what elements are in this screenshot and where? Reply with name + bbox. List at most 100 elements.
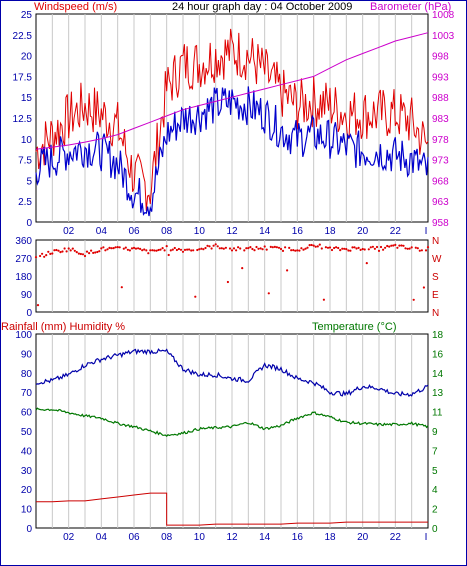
temperature-axis-tick-label: 11 xyxy=(432,408,443,419)
barometer-axis-tick-label: 963 xyxy=(432,197,449,208)
temperature-axis-tick-label: 4 xyxy=(432,485,438,496)
wind-direction-point xyxy=(328,246,332,249)
windspeed-axis-tick-label: 20 xyxy=(21,52,33,63)
wind-time-axis-tick-label: 06 xyxy=(128,226,140,237)
wind-direction-point xyxy=(106,248,109,251)
wind-direction-point xyxy=(210,247,213,250)
humidity-time-axis-tick-label: 02 xyxy=(63,532,75,543)
wind-direction-point xyxy=(41,252,44,255)
humidity-axis-tick-label: 100 xyxy=(15,330,32,341)
wind-direction-point xyxy=(396,246,399,249)
wind-direction-point xyxy=(392,244,395,247)
wind-direction-point xyxy=(349,249,352,252)
wind-direction-point xyxy=(220,247,223,250)
wind-direction-point xyxy=(55,248,58,252)
wind-direction-point xyxy=(273,245,276,248)
barometer-axis-tick-label: 983 xyxy=(432,114,449,125)
wind-direction-point xyxy=(320,247,323,250)
wind-direction-point xyxy=(275,246,278,249)
windspeed-axis-tick-label: 25 xyxy=(21,10,33,21)
wind-direction-point xyxy=(255,245,258,249)
wind-direction-point xyxy=(375,245,379,249)
temperature-axis-tick-label: 18 xyxy=(432,330,444,341)
wind-time-axis-tick-label: 04 xyxy=(96,226,108,237)
humidity-axis-tick-label: 90 xyxy=(21,349,33,360)
wind-direction-point xyxy=(390,244,393,247)
wind-direction-point xyxy=(271,246,274,249)
windspeed-axis-tick-label: 22.5 xyxy=(13,31,33,42)
wind-direction-point xyxy=(145,249,148,252)
wind-direction-point xyxy=(318,243,321,246)
wind-direction-point xyxy=(151,249,154,252)
wind-direction-point xyxy=(310,243,313,247)
wind-direction-point xyxy=(108,246,111,249)
barometer-axis-title: Barometer (hPa) xyxy=(370,1,451,13)
wind-direction-point xyxy=(426,246,430,249)
wind-direction-point xyxy=(404,247,407,250)
wind-direction-point xyxy=(181,250,185,253)
wind-direction-point xyxy=(161,247,164,250)
wind-direction-point xyxy=(284,246,287,249)
wind-direction-point xyxy=(388,245,391,248)
wind-direction-point xyxy=(339,249,342,252)
temperature-axis-tick-label: 0 xyxy=(432,524,438,535)
wind-direction-point xyxy=(298,249,301,252)
temperature-axis-tick-label: 7 xyxy=(432,446,438,457)
humidity-time-axis-tick-label: 22 xyxy=(390,532,402,543)
windspeed-axis-tick-label: 10 xyxy=(21,135,33,146)
wind-direction-point xyxy=(118,246,121,249)
humidity-time-axis-tick-label: 06 xyxy=(128,532,140,543)
wind-direction-point xyxy=(330,248,334,252)
windspeed-axis-tick-label: 12.5 xyxy=(13,114,33,125)
wind-direction-point xyxy=(365,262,368,265)
wind-direction-point xyxy=(88,252,91,255)
wind-direction-point xyxy=(361,247,364,251)
barometer-axis-tick-label: 988 xyxy=(432,93,449,104)
humidity-axis-tick-label: 10 xyxy=(21,505,33,516)
wind-direction-point xyxy=(424,249,428,252)
direction-compass-axis-tick-label: E xyxy=(432,290,439,301)
wind-time-axis-tick-label: I xyxy=(425,226,428,237)
wind-direction-point xyxy=(137,247,140,250)
wind-direction-point xyxy=(296,249,299,252)
wind-direction-point xyxy=(157,248,160,252)
wind-direction-point xyxy=(132,246,136,249)
barometer-axis-tick-label: 973 xyxy=(432,156,449,167)
wind-direction-point xyxy=(36,304,40,307)
wind-direction-point xyxy=(128,249,131,252)
windspeed-axis-tick-label: 2.5 xyxy=(18,197,32,208)
wind-direction-point xyxy=(73,249,76,252)
wind-direction-point xyxy=(218,247,221,250)
wind-direction-point xyxy=(216,245,219,248)
wind-direction-point xyxy=(416,247,419,250)
wind-direction-point xyxy=(59,251,62,254)
barometer-axis-tick-label: 968 xyxy=(432,176,449,187)
wind-direction-point xyxy=(308,244,311,247)
wind-direction-point xyxy=(222,247,225,250)
humidity-time-axis-tick-label: 14 xyxy=(259,532,271,543)
wind-direction-point xyxy=(173,246,176,250)
wind-direction-point xyxy=(200,247,203,250)
wind-direction-point xyxy=(230,249,234,252)
wind-direction-point xyxy=(312,244,315,247)
wind-direction-point xyxy=(335,246,338,249)
wind-direction-point xyxy=(81,253,85,256)
humidity-time-axis-tick-label: 16 xyxy=(292,532,304,543)
wind-direction-point xyxy=(208,245,211,248)
wind-direction-point xyxy=(257,247,260,250)
direction-compass-axis-tick-label: W xyxy=(432,254,442,265)
windspeed-axis-tick-label: 15 xyxy=(21,93,33,104)
wind-direction-point xyxy=(120,286,123,289)
wind-direction-point xyxy=(169,249,172,252)
wind-direction-point xyxy=(353,246,356,249)
wind-direction-point xyxy=(371,245,374,248)
wind-time-axis-tick-label: 08 xyxy=(161,226,173,237)
wind-direction-point xyxy=(61,250,64,253)
wind-direction-point xyxy=(92,251,95,254)
wind-direction-point xyxy=(167,253,170,257)
wind-direction-point xyxy=(69,249,72,252)
wind-direction-point xyxy=(245,247,248,250)
direction-compass-axis-tick-label: S xyxy=(432,272,439,283)
wind-direction-point xyxy=(286,269,289,272)
wind-direction-point xyxy=(394,243,397,246)
